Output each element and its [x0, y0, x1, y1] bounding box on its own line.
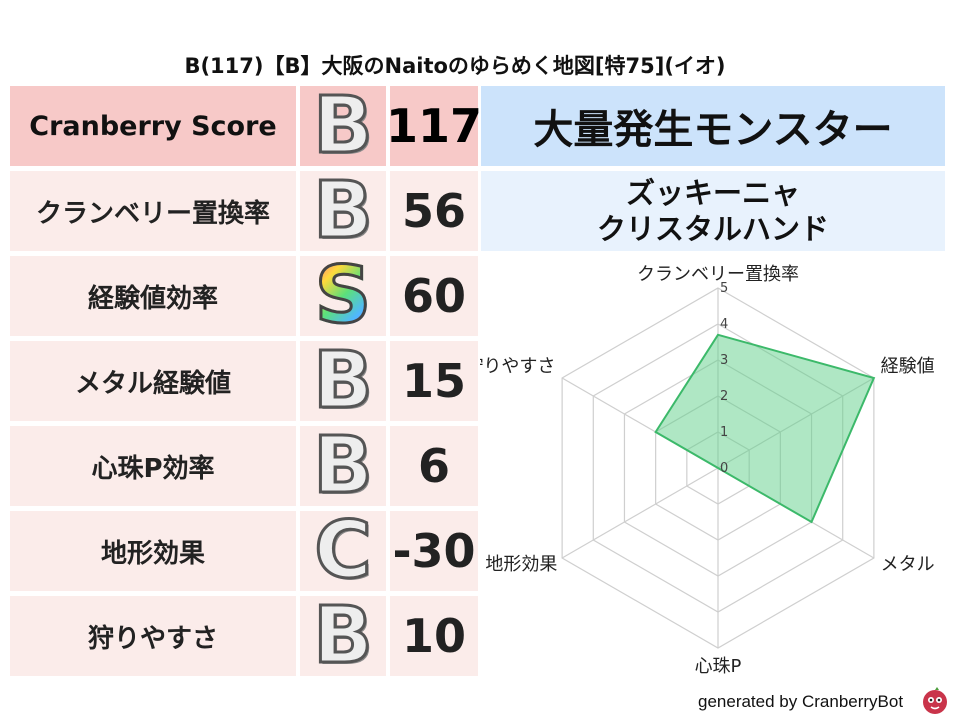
metric-grade-letter: C: [313, 506, 373, 596]
boss-heading: 大量発生モンスター: [481, 86, 945, 166]
radar-axis-label: メタル: [881, 554, 935, 575]
boss-name: ズッキーニャ: [625, 176, 800, 210]
radar-axis-label: クランベリー置換率: [637, 264, 799, 285]
metric-value: 15: [390, 341, 478, 421]
radar-tick-label: 0: [720, 461, 728, 476]
radar-tick-label: 4: [720, 317, 728, 332]
metric-grade-letter: B: [312, 166, 374, 256]
page-title: B(117)【B】大阪のNaitoのゆらめく地図[特75](イオ): [184, 54, 726, 78]
metric-label: 経験値効率: [10, 256, 296, 336]
radar-axis-label: 地形効果: [485, 554, 557, 575]
boss-list: ズッキーニャ クリスタルハンド: [481, 171, 945, 251]
boss-name: クリスタルハンド: [596, 212, 829, 246]
metric-grade-letter: B: [312, 421, 374, 511]
radar-tick-label: 3: [720, 353, 728, 368]
metric-value: 10: [390, 596, 478, 676]
radar-tick-label: 2: [720, 389, 728, 404]
metric-grade-badge: C: [300, 506, 386, 596]
metric-value: 6: [390, 426, 478, 506]
metric-label: クランベリー置換率: [10, 171, 296, 251]
footer-credit: generated by CranberryBot: [698, 692, 904, 711]
radar-tick-label: 1: [720, 425, 728, 440]
radar-axis-label: 経験値: [881, 356, 935, 377]
score-value: 117: [386, 86, 482, 166]
score-grade-badge: B: [300, 81, 386, 171]
radar-axis-label: 心珠P: [695, 656, 742, 677]
radar-spoke: [561, 467, 719, 559]
metric-value: 60: [390, 256, 478, 336]
score-label: Cranberry Score: [10, 86, 296, 166]
metric-grade-badge: B: [300, 336, 386, 426]
metric-label: メタル経験値: [10, 341, 296, 421]
metric-grade-badge: S: [300, 251, 386, 341]
metric-grade-badge: B: [300, 166, 386, 256]
score-grade-letter: B: [312, 81, 374, 171]
metric-grade-letter: B: [312, 336, 374, 426]
metric-label: 狩りやすさ: [10, 596, 296, 676]
cranberry-bot-icon: [923, 687, 947, 714]
metric-value: 56: [390, 171, 478, 251]
metric-label: 心珠P効率: [10, 426, 296, 506]
radar-tick-label: 5: [720, 281, 728, 296]
metric-grade-badge: B: [300, 421, 386, 511]
metric-value: -30: [390, 511, 478, 591]
radar-axis-label: 狩りやすさ: [480, 356, 555, 377]
metric-label: 地形効果: [10, 511, 296, 591]
metric-grade-letter: B: [312, 591, 374, 681]
radar-series-area: [654, 333, 876, 524]
metric-grade-letter: S: [313, 251, 372, 341]
metric-grade-badge: B: [300, 591, 386, 681]
